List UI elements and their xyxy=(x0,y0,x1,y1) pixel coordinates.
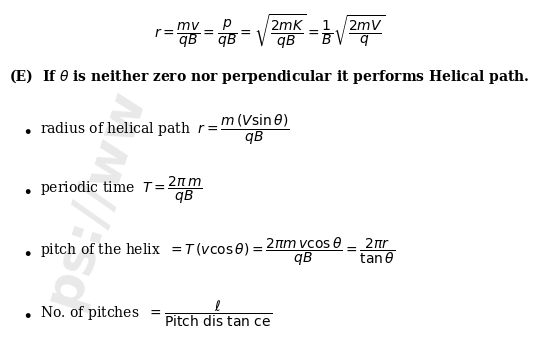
Text: radius of helical path  $r = \dfrac{m\,(V\sin\theta)}{qB}$: radius of helical path $r = \dfrac{m\,(V… xyxy=(40,113,290,147)
Text: ps://ww: ps://ww xyxy=(35,81,155,312)
Text: periodic time  $T = \dfrac{2\pi\,m}{qB}$: periodic time $T = \dfrac{2\pi\,m}{qB}$ xyxy=(40,174,203,206)
Text: $\bullet$: $\bullet$ xyxy=(22,181,31,199)
Text: pitch of the helix  $= T\,(v\cos\theta) = \dfrac{2\pi m\,v\cos\theta}{qB} = \dfr: pitch of the helix $= T\,(v\cos\theta) =… xyxy=(40,236,395,268)
Text: $\bullet$: $\bullet$ xyxy=(22,243,31,261)
Text: If $\theta$ is neither zero nor perpendicular it performs Helical path.: If $\theta$ is neither zero nor perpendi… xyxy=(42,68,529,86)
Text: $r = \dfrac{mv}{qB} = \dfrac{p}{qB} = \sqrt{\dfrac{2mK}{qB}} = \dfrac{1}{B}\sqrt: $r = \dfrac{mv}{qB} = \dfrac{p}{qB} = \s… xyxy=(155,13,386,51)
Text: $\bullet$: $\bullet$ xyxy=(22,121,31,139)
Text: $\bullet$: $\bullet$ xyxy=(22,305,31,323)
Text: (E): (E) xyxy=(10,70,34,84)
Text: No. of pitches  $= \dfrac{\ell}{\text{Pitch dis tan ce}}$: No. of pitches $= \dfrac{\ell}{\text{Pit… xyxy=(40,299,272,329)
